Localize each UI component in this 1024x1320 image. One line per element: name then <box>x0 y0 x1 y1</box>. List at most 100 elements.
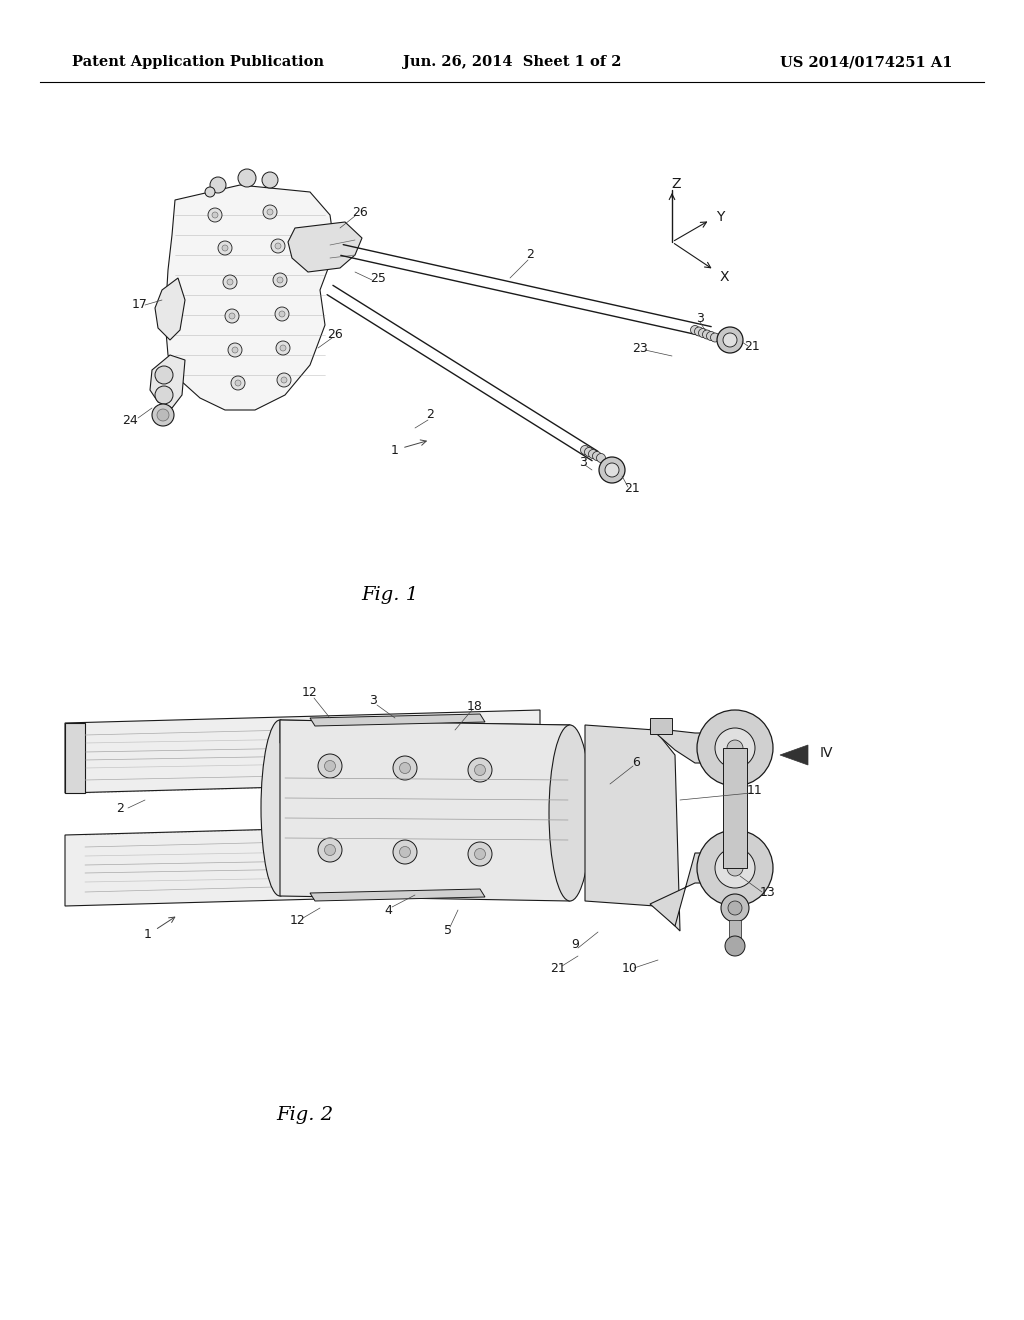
Circle shape <box>399 763 411 774</box>
Circle shape <box>702 330 712 339</box>
Circle shape <box>690 326 699 334</box>
Circle shape <box>727 741 743 756</box>
Bar <box>650 718 672 734</box>
Circle shape <box>212 213 218 218</box>
Text: Fig. 1: Fig. 1 <box>361 586 419 605</box>
Circle shape <box>218 242 232 255</box>
Polygon shape <box>780 744 808 766</box>
Text: 18: 18 <box>467 700 483 713</box>
Circle shape <box>728 902 742 915</box>
Text: 21: 21 <box>744 339 760 352</box>
Text: 21: 21 <box>624 482 640 495</box>
Circle shape <box>279 312 285 317</box>
Polygon shape <box>310 888 485 902</box>
Circle shape <box>280 345 286 351</box>
Text: 1: 1 <box>144 928 152 940</box>
Circle shape <box>227 279 233 285</box>
Polygon shape <box>310 714 485 726</box>
Text: 3: 3 <box>696 312 703 325</box>
Circle shape <box>723 333 737 347</box>
Circle shape <box>715 729 755 768</box>
Circle shape <box>222 246 228 251</box>
Text: Fig. 2: Fig. 2 <box>276 1106 334 1125</box>
Circle shape <box>707 331 716 341</box>
Circle shape <box>271 239 285 253</box>
Circle shape <box>468 842 492 866</box>
Text: Y: Y <box>716 210 724 224</box>
Text: 5: 5 <box>444 924 452 936</box>
Circle shape <box>597 454 605 462</box>
Circle shape <box>208 209 222 222</box>
Text: 10: 10 <box>622 961 638 974</box>
Polygon shape <box>155 279 185 341</box>
Circle shape <box>155 366 173 384</box>
Polygon shape <box>288 222 362 272</box>
Polygon shape <box>650 853 735 927</box>
Text: 6: 6 <box>632 755 640 768</box>
Circle shape <box>697 710 773 785</box>
Circle shape <box>273 273 287 286</box>
Polygon shape <box>150 355 185 408</box>
Circle shape <box>275 308 289 321</box>
Circle shape <box>694 327 703 337</box>
Circle shape <box>210 177 226 193</box>
Circle shape <box>267 209 273 215</box>
Circle shape <box>698 329 708 338</box>
Circle shape <box>223 275 237 289</box>
Text: 9: 9 <box>571 939 579 952</box>
Bar <box>723 748 746 869</box>
Text: IV: IV <box>820 746 834 760</box>
Circle shape <box>229 313 234 319</box>
Circle shape <box>278 277 283 282</box>
Circle shape <box>715 847 755 888</box>
Circle shape <box>225 309 239 323</box>
Text: 12: 12 <box>290 913 306 927</box>
Circle shape <box>474 849 485 859</box>
Text: 26: 26 <box>352 206 368 219</box>
Circle shape <box>711 333 720 342</box>
Text: US 2014/0174251 A1: US 2014/0174251 A1 <box>779 55 952 69</box>
Text: Patent Application Publication: Patent Application Publication <box>72 55 324 69</box>
Text: 26: 26 <box>327 329 343 342</box>
Circle shape <box>157 409 169 421</box>
Circle shape <box>325 845 336 855</box>
Text: 2: 2 <box>116 801 124 814</box>
Circle shape <box>262 172 278 187</box>
Circle shape <box>234 380 241 385</box>
Circle shape <box>468 758 492 781</box>
Circle shape <box>155 385 173 404</box>
Text: 23: 23 <box>632 342 648 355</box>
Ellipse shape <box>261 719 299 896</box>
Circle shape <box>318 838 342 862</box>
Circle shape <box>152 404 174 426</box>
Text: X: X <box>719 271 729 284</box>
Circle shape <box>599 457 625 483</box>
Circle shape <box>725 936 745 956</box>
Circle shape <box>399 846 411 858</box>
Text: 17: 17 <box>132 298 147 312</box>
Circle shape <box>276 341 290 355</box>
Text: 11: 11 <box>748 784 763 796</box>
Polygon shape <box>65 723 85 793</box>
Circle shape <box>717 327 743 352</box>
Circle shape <box>727 861 743 876</box>
Circle shape <box>474 764 485 776</box>
Polygon shape <box>165 185 335 411</box>
Polygon shape <box>280 719 570 748</box>
Circle shape <box>605 463 618 477</box>
Text: Jun. 26, 2014  Sheet 1 of 2: Jun. 26, 2014 Sheet 1 of 2 <box>402 55 622 69</box>
Bar <box>729 920 741 944</box>
Circle shape <box>593 451 601 461</box>
Text: 12: 12 <box>302 686 317 700</box>
Text: 21: 21 <box>550 961 566 974</box>
Circle shape <box>281 378 287 383</box>
Circle shape <box>238 169 256 187</box>
Ellipse shape <box>549 725 591 902</box>
Circle shape <box>589 450 597 458</box>
Circle shape <box>581 446 590 454</box>
Polygon shape <box>650 729 735 763</box>
Circle shape <box>393 756 417 780</box>
Text: 1: 1 <box>391 444 399 457</box>
Circle shape <box>278 374 291 387</box>
Circle shape <box>318 754 342 777</box>
